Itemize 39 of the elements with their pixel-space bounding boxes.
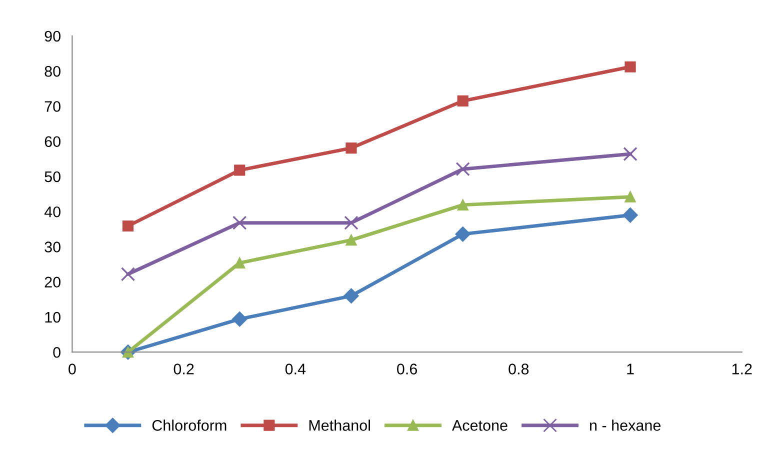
point	[234, 257, 246, 268]
point	[457, 199, 468, 210]
point	[232, 216, 247, 230]
legend-label: Acetone	[452, 420, 508, 431]
x-tick-label: 0.8	[508, 364, 529, 374]
x-tick-label: 1	[627, 364, 634, 374]
y-tick-label: 0	[53, 346, 60, 358]
point	[344, 288, 359, 304]
point	[624, 191, 636, 202]
legend-label: n - hexane	[590, 420, 661, 431]
point	[232, 312, 248, 327]
point	[344, 216, 358, 230]
point	[456, 162, 470, 176]
legend-label: Methanol	[309, 420, 370, 431]
y-tick-label: 20	[44, 276, 60, 288]
x-tick-label: 0.4	[285, 364, 306, 374]
point	[346, 234, 357, 246]
y-tick-label: 50	[44, 171, 60, 182]
y-tick-label: 30	[44, 242, 60, 252]
point	[455, 226, 470, 242]
point	[622, 208, 638, 223]
x-tick-label: 0	[68, 364, 76, 374]
y-tick-label: 40	[44, 206, 60, 218]
point	[457, 95, 468, 107]
y-tick-label: 90	[44, 30, 60, 42]
point	[122, 220, 134, 232]
legend-label: Chloroform	[152, 420, 226, 431]
x-tick-label: 0.2	[174, 364, 194, 374]
y-tick-label: 80	[44, 66, 60, 77]
y-tick-label: 10	[45, 312, 60, 323]
y-tick-label: 70	[44, 101, 60, 112]
x-tick-label: 0.6	[397, 364, 417, 374]
y-tick-label: 60	[44, 136, 60, 148]
x-tick-label: 1.2	[732, 364, 752, 374]
point	[120, 267, 136, 282]
point	[623, 146, 638, 162]
point	[624, 61, 636, 72]
point	[346, 142, 357, 154]
point	[234, 164, 246, 176]
